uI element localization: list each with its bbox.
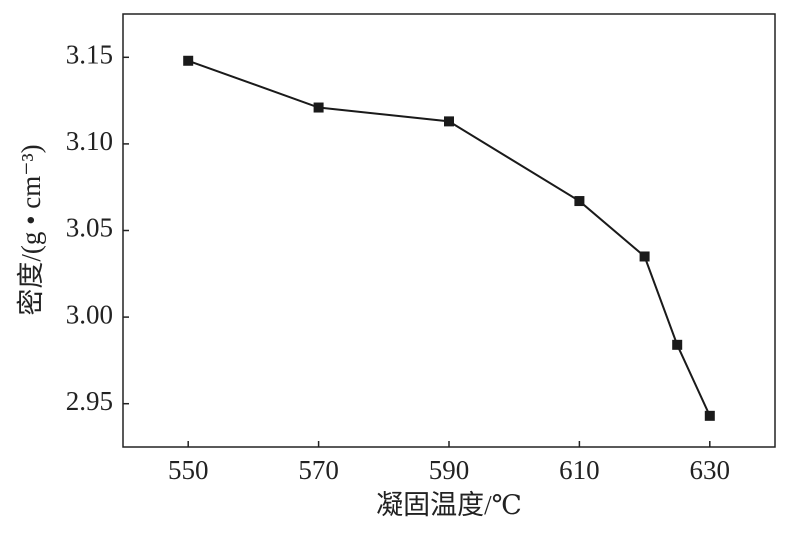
y-tick-label: 3.00	[66, 299, 113, 329]
x-tick-label: 550	[168, 455, 209, 485]
y-tick-label: 2.95	[66, 386, 113, 416]
plot-frame	[122, 13, 776, 448]
x-axis-label: 凝固温度/℃	[376, 490, 522, 520]
y-tick-label: 3.10	[66, 126, 113, 156]
data-point	[672, 339, 683, 350]
data-point	[444, 116, 454, 127]
x-tick-label: 630	[690, 455, 731, 485]
data-point	[574, 196, 585, 207]
data-point	[704, 410, 715, 421]
y-axis-label: 密度/(g • cm⁻³)	[16, 144, 46, 315]
y-tick-label: 3.15	[66, 40, 113, 70]
x-tick-label: 590	[429, 455, 470, 485]
data-point	[183, 55, 194, 66]
data-point	[313, 102, 324, 113]
data-point	[639, 251, 650, 262]
data-line	[187, 59, 711, 417]
x-tick-label: 610	[559, 455, 600, 485]
y-tick-label: 3.05	[66, 213, 113, 243]
x-tick-label: 570	[298, 455, 339, 485]
